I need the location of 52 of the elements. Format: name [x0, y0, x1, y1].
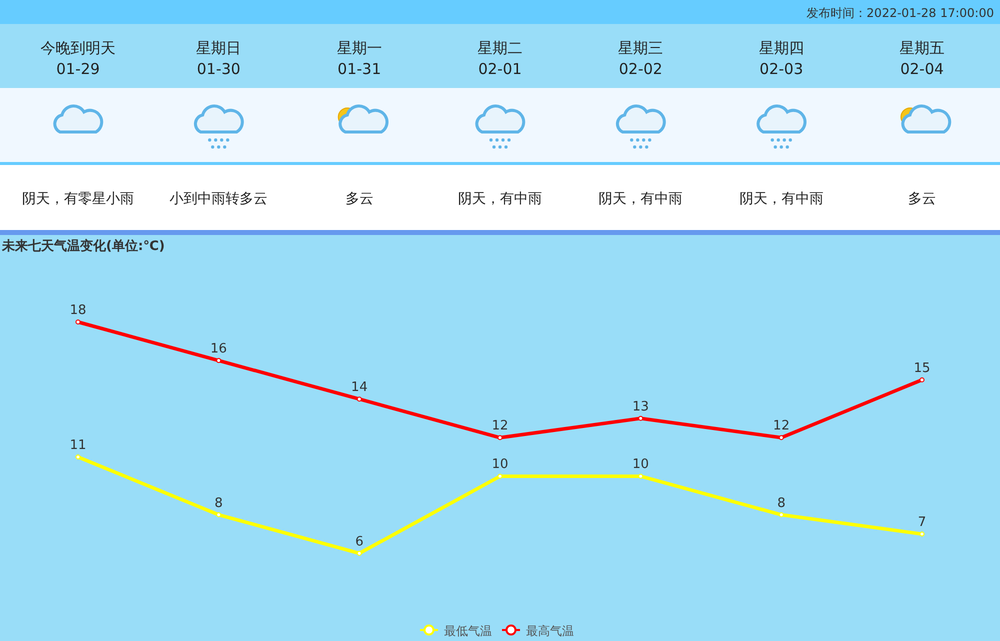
text: 02-04 [900, 60, 944, 78]
text: 星期一 [336, 39, 382, 57]
point [76, 454, 80, 460]
data-label: 18 [70, 303, 86, 318]
data-label: 11 [70, 438, 86, 453]
legend-label: 最高气温 [526, 624, 574, 638]
text: 阴天，有零星小雨 [22, 191, 134, 207]
text: 02-01 [478, 60, 522, 78]
point [920, 532, 924, 537]
data-label: 14 [351, 380, 368, 396]
point [638, 416, 644, 421]
text: 01-30 [196, 60, 240, 78]
point [778, 435, 784, 440]
text: 星期二 [478, 39, 522, 57]
data-label: 10 [632, 457, 649, 472]
point [498, 474, 502, 479]
data-label: 6 [355, 534, 364, 550]
text: 发布时间：2022-01-28 17:00:00 [806, 6, 994, 20]
point [498, 435, 502, 440]
data-label: 7 [918, 515, 926, 530]
text: 星期四 [758, 39, 804, 57]
text: 星期日 [196, 39, 242, 57]
text: 多云 [345, 191, 374, 207]
text: 01-29 [56, 60, 100, 78]
text: 今晚到明天 [40, 39, 116, 57]
data-label: 12 [492, 418, 508, 434]
text: 01-31 [338, 60, 382, 78]
data-label: 16 [210, 342, 227, 357]
text: 小到中雨转多云 [170, 191, 268, 207]
point [216, 358, 222, 364]
text: 星期三 [618, 39, 664, 57]
point [356, 396, 362, 402]
data-label: 15 [914, 360, 930, 376]
data-label: 8 [777, 496, 786, 511]
chart-title: 未来七天气温变化(单位:℃) [1, 238, 165, 254]
data-label: 13 [632, 399, 649, 414]
point [356, 550, 362, 556]
text: 02-03 [760, 60, 804, 78]
point [216, 512, 222, 518]
legend-label: 最低气温 [444, 624, 492, 638]
point [76, 320, 80, 324]
text: 阴天，有中雨 [458, 191, 542, 207]
data-label: 12 [773, 418, 790, 434]
text: 阴天，有中雨 [598, 191, 683, 207]
data-label: 10 [492, 457, 508, 472]
point [778, 512, 784, 518]
text: 02-02 [618, 60, 662, 78]
text: 阴天，有中雨 [739, 191, 824, 207]
point [920, 377, 924, 382]
text: 多云 [908, 191, 936, 207]
text: 星期五 [900, 39, 944, 57]
data-label: 8 [214, 496, 223, 511]
